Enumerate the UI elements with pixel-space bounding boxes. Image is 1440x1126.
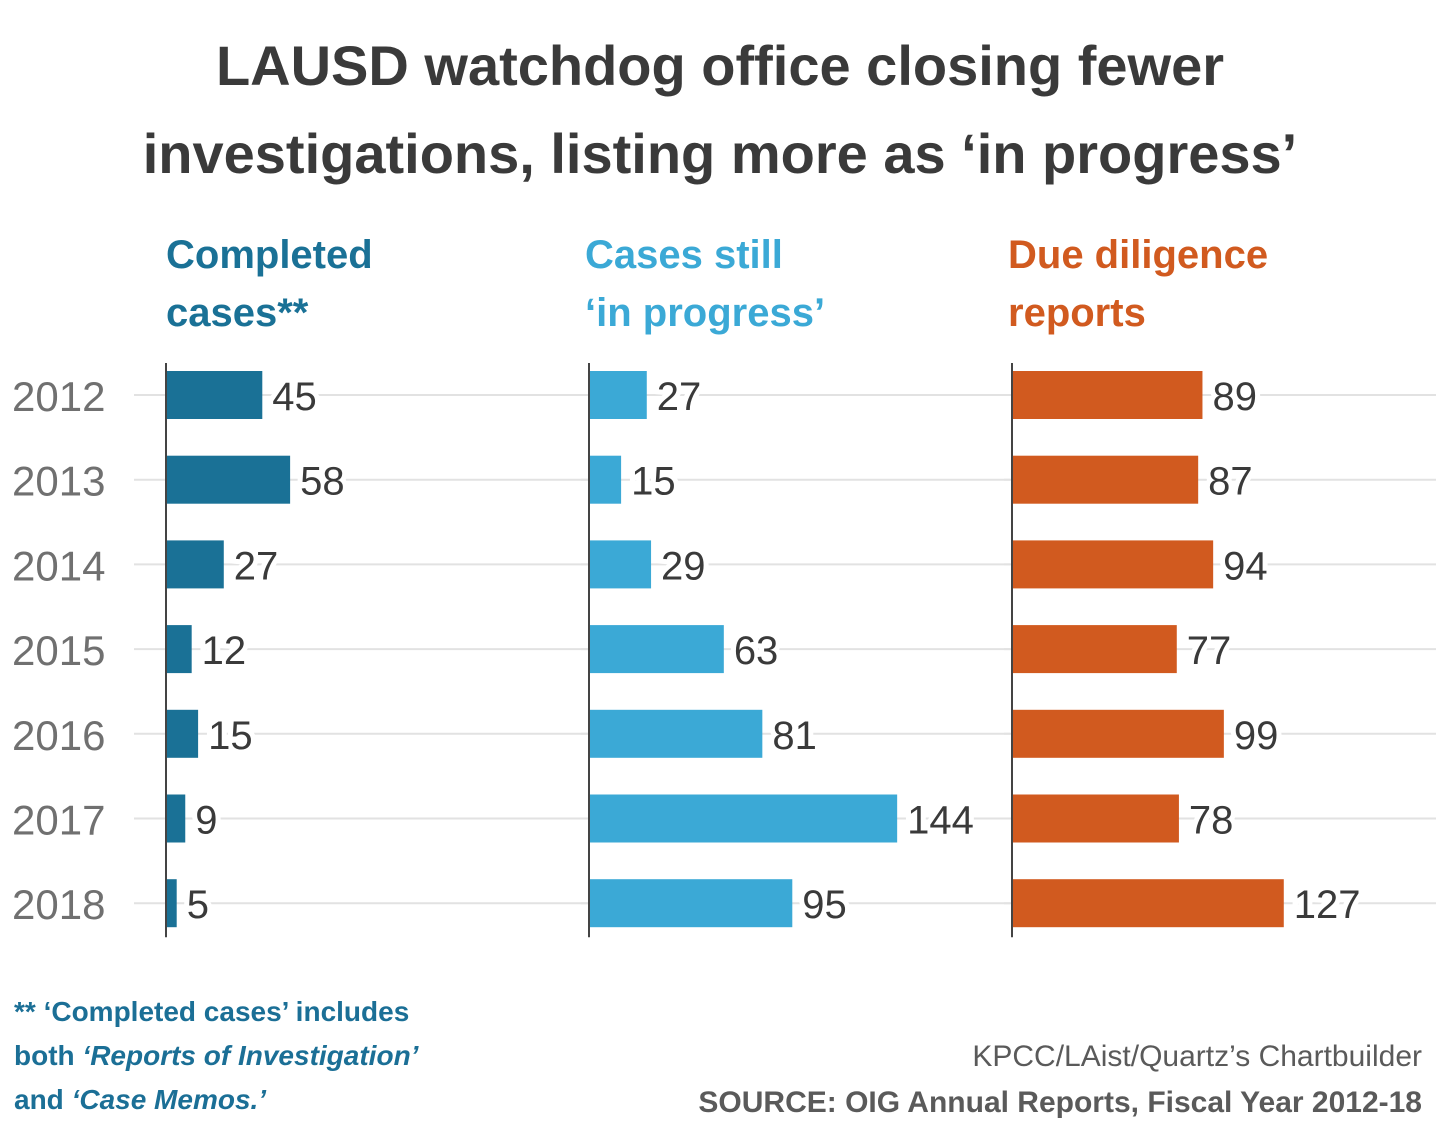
- value-label-due-diligence-2014: 94: [1223, 544, 1268, 588]
- panel-title-in-progress-line-2: ‘in progress’: [585, 291, 826, 335]
- bar-due-diligence-2012: [1012, 371, 1203, 419]
- chartbuilder-credit: KPCC/LAist/Quartz’s Chartbuilder: [972, 1040, 1422, 1073]
- year-label-2018: 2018: [12, 881, 105, 928]
- footnote-line-3: and ‘Case Memos.’: [14, 1078, 418, 1122]
- year-label-2012: 2012: [12, 373, 105, 420]
- bar-completed-2013: [166, 455, 291, 504]
- bar-due-diligence-2015: [1012, 625, 1177, 674]
- panel-title-due-diligence: Due diligence reports: [1008, 226, 1268, 342]
- value-label-in-progress-2013: 15: [631, 460, 676, 504]
- panel-title-completed: Completed cases**: [166, 226, 373, 342]
- chart-title: LAUSD watchdog office closing fewer inve…: [0, 22, 1440, 198]
- panel-title-in-progress: Cases still ‘in progress’: [585, 226, 825, 342]
- bar-completed-2018: [166, 879, 177, 928]
- chart-title-line-2: investigations, listing more as ‘in prog…: [142, 122, 1298, 185]
- value-label-completed-2017: 9: [195, 799, 217, 843]
- panel-title-completed-line-2: cases**: [166, 291, 309, 335]
- bar-due-diligence-2017: [1012, 794, 1179, 843]
- bar-in-progress-2014: [589, 540, 652, 589]
- value-label-in-progress-2015: 63: [734, 629, 779, 673]
- bar-in-progress-2016: [589, 709, 763, 758]
- value-label-completed-2016: 15: [208, 714, 253, 758]
- value-label-in-progress-2016: 81: [772, 714, 817, 758]
- value-label-completed-2014: 27: [234, 544, 279, 588]
- value-label-completed-2018: 5: [187, 883, 209, 927]
- value-label-completed-2013: 58: [300, 460, 345, 504]
- value-label-due-diligence-2012: 89: [1212, 375, 1257, 419]
- bar-due-diligence-2014: [1012, 540, 1214, 589]
- value-label-completed-2012: 45: [272, 375, 317, 419]
- bar-in-progress-2018: [589, 879, 793, 928]
- source-note: SOURCE: OIG Annual Reports, Fiscal Year …: [698, 1086, 1422, 1119]
- footnote-reports-of-investigation: ‘Reports of Investigation’: [82, 1040, 419, 1071]
- bar-completed-2016: [166, 709, 199, 758]
- value-label-in-progress-2012: 27: [657, 375, 702, 419]
- bar-in-progress-2015: [589, 625, 724, 674]
- year-label-2017: 2017: [12, 797, 105, 844]
- footnote-line-2: both ‘Reports of Investigation’: [14, 1034, 418, 1078]
- panel-title-completed-line-1: Completed: [166, 233, 373, 277]
- year-label-2014: 2014: [12, 542, 105, 589]
- year-label-2015: 2015: [12, 627, 105, 674]
- footnote: ** ‘Completed cases’ includes both ‘Repo…: [14, 990, 418, 1122]
- panel-title-due-diligence-line-1: Due diligence: [1008, 233, 1269, 277]
- value-label-due-diligence-2013: 87: [1208, 460, 1253, 504]
- footnote-line-1: ** ‘Completed cases’ includes: [14, 996, 410, 1027]
- bar-completed-2017: [166, 794, 186, 843]
- bar-due-diligence-2018: [1012, 879, 1284, 928]
- year-label-2013: 2013: [12, 458, 105, 505]
- bar-in-progress-2017: [589, 794, 898, 843]
- bar-in-progress-2013: [589, 455, 622, 504]
- footnote-case-memos: ‘Case Memos.’: [71, 1084, 267, 1115]
- panel-title-due-diligence-line-2: reports: [1008, 291, 1146, 335]
- year-label-2016: 2016: [12, 712, 105, 759]
- footnote-line-3-prefix: and: [14, 1084, 72, 1115]
- value-label-due-diligence-2017: 78: [1189, 799, 1234, 843]
- credits: KPCC/LAist/Quartz’s Chartbuilder SOURCE:…: [698, 1034, 1422, 1126]
- panel-title-in-progress-line-1: Cases still: [585, 233, 783, 277]
- bar-completed-2015: [166, 625, 192, 674]
- bar-completed-2012: [166, 371, 263, 419]
- bar-in-progress-2012: [589, 371, 647, 419]
- footnote-line-2-prefix: both: [14, 1040, 83, 1071]
- value-label-due-diligence-2015: 77: [1187, 629, 1232, 673]
- value-label-in-progress-2017: 144: [907, 799, 974, 843]
- value-label-due-diligence-2016: 99: [1234, 714, 1279, 758]
- bar-due-diligence-2013: [1012, 455, 1199, 504]
- value-label-in-progress-2014: 29: [661, 544, 706, 588]
- chart-title-line-1: LAUSD watchdog office closing fewer: [215, 34, 1225, 97]
- bar-chart: 2012201320142015201620172018455827121595…: [12, 363, 1436, 938]
- value-label-in-progress-2018: 95: [802, 883, 847, 927]
- bar-completed-2014: [166, 540, 224, 589]
- value-label-completed-2015: 12: [202, 629, 247, 673]
- value-label-due-diligence-2018: 127: [1294, 883, 1361, 927]
- bar-due-diligence-2016: [1012, 709, 1224, 758]
